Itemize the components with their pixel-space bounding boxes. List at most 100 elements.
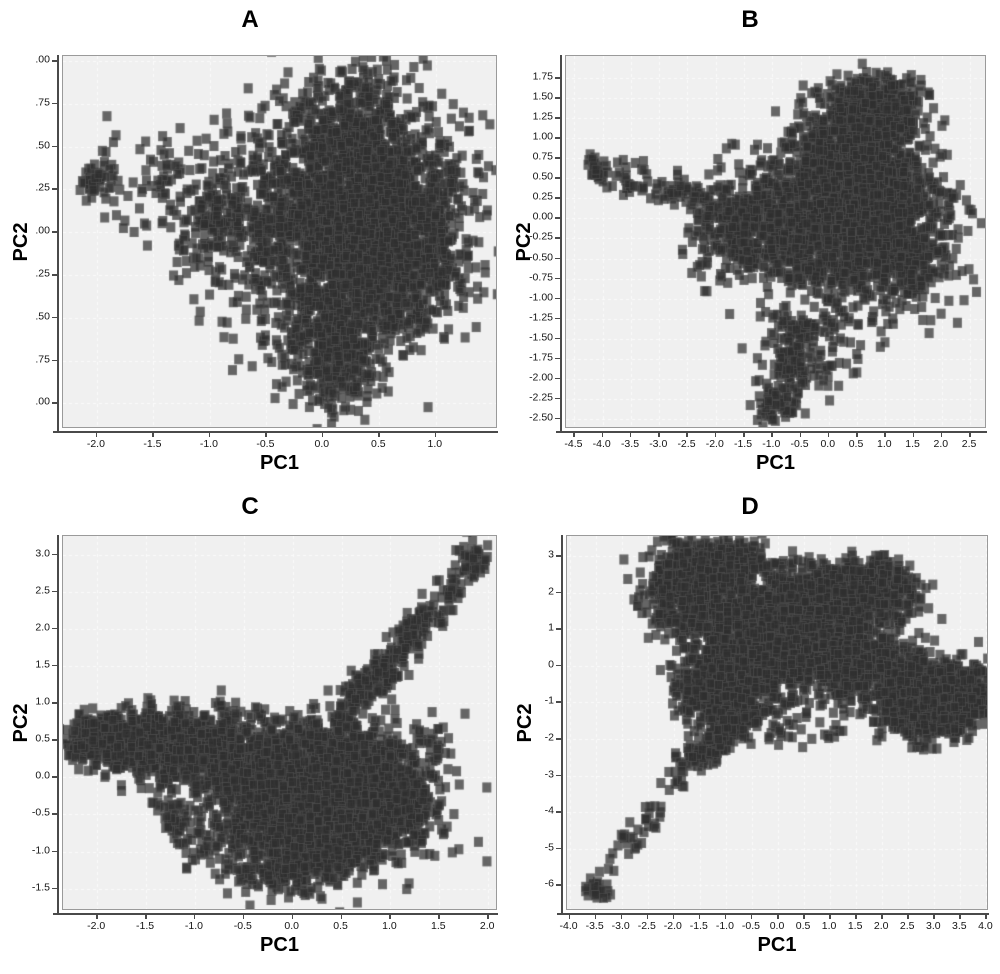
- y-tick-mark: [52, 274, 57, 276]
- y-tick-label: 1.00: [532, 130, 553, 143]
- x-tick-mark: [594, 915, 597, 919]
- x-tick-label: 2.0: [479, 920, 495, 932]
- panel-a-y-axis-label: PC2: [10, 222, 32, 261]
- y-tick-label: 2.5: [35, 584, 50, 597]
- y-tick-label: -1.25: [529, 311, 553, 324]
- y-tick-label: -2.25: [529, 391, 553, 404]
- y-tick-label: 1.50: [532, 90, 553, 103]
- panel-b-scatter-canvas: [566, 56, 985, 427]
- y-tick-mark: [52, 590, 57, 593]
- y-tick-mark: [555, 237, 560, 239]
- y-tick-label: .00: [35, 53, 50, 66]
- y-tick-label: -4: [544, 804, 554, 817]
- y-tick-label: 0.50: [532, 170, 553, 183]
- y-tick-mark: [555, 97, 560, 99]
- y-tick-mark: [555, 117, 560, 119]
- x-tick-mark: [321, 433, 324, 437]
- x-tick-label: 1.5: [847, 920, 863, 932]
- y-tick-label: -0.25: [529, 230, 553, 243]
- y-tick-label: .00: [35, 395, 50, 408]
- x-tick-label: -0.5: [256, 438, 275, 450]
- x-tick-label: -2.5: [677, 438, 696, 450]
- y-tick-mark: [555, 297, 560, 300]
- y-tick-label: -1.0: [31, 844, 50, 857]
- y-tick-mark: [556, 847, 561, 850]
- y-tick-label: .75: [35, 96, 50, 109]
- panel-a-title: A: [241, 6, 259, 33]
- panel-b-plot-area: [565, 55, 986, 428]
- y-tick-label: -0.75: [529, 271, 553, 284]
- x-tick-mark: [145, 915, 147, 919]
- panel-a: A PC2 PC1 -2.0 -1.5 -1.0 -0.5 0.0 0.5 1.0 .00 .7…: [0, 0, 500, 487]
- x-tick-mark: [743, 433, 745, 437]
- y-axis-line: [560, 55, 562, 433]
- x-tick-label: -1.5: [689, 920, 708, 932]
- y-tick-mark: [555, 337, 560, 340]
- x-tick-label: -2.0: [705, 438, 724, 450]
- y-tick-label: 1.25: [532, 110, 553, 123]
- y-tick-mark: [555, 397, 560, 400]
- x-axis-line: [53, 431, 498, 433]
- y-tick-label: -6: [544, 877, 554, 890]
- y-tick-mark: [556, 811, 561, 813]
- x-tick-mark: [378, 433, 380, 437]
- y-tick-mark: [555, 377, 560, 380]
- x-tick-mark: [672, 915, 675, 919]
- y-tick-label: .25: [35, 267, 50, 280]
- x-tick-mark: [686, 433, 688, 437]
- panel-b: B PC2 PC1 -4.5 -4.0 -3.5 -3.0 -2.5 -2.0 -1.5 -1…: [500, 0, 1000, 487]
- y-tick-label: 1.5: [35, 658, 50, 671]
- x-tick-label: 0.5: [371, 438, 386, 450]
- panel-c-scatter-canvas: [63, 536, 496, 909]
- y-tick-label: 2: [548, 585, 554, 598]
- x-tick-mark: [750, 915, 753, 919]
- x-tick-label: 3.5: [952, 920, 967, 932]
- panel-d-scatter-canvas: [567, 536, 987, 909]
- y-tick-mark: [556, 591, 561, 594]
- y-tick-label: 2.0: [35, 621, 50, 634]
- x-tick-label: -3.0: [611, 920, 630, 932]
- y-axis-line: [561, 535, 563, 915]
- x-tick-mark: [855, 915, 857, 919]
- x-tick-label: -1.5: [733, 438, 753, 450]
- y-tick-label: -2.50: [529, 411, 553, 424]
- x-tick-mark: [646, 915, 649, 919]
- panel-d: D PC2 PC1 -4.0 -3.5 -3.0 -2.5 -2.0 -1.5 -1.0 -0…: [500, 487, 1000, 974]
- y-tick-mark: [556, 701, 561, 703]
- x-tick-label: 1.0: [821, 920, 837, 932]
- x-tick-mark: [799, 433, 802, 437]
- x-tick-label: 0.0: [769, 920, 785, 932]
- y-tick-mark: [555, 317, 560, 320]
- y-tick-mark: [52, 359, 57, 362]
- x-tick-label: 1.0: [427, 438, 443, 450]
- x-tick-label: 4.0: [978, 920, 993, 932]
- x-tick-label: 1.5: [905, 438, 920, 450]
- y-tick-mark: [52, 850, 57, 853]
- panel-d-x-axis-label: PC1: [757, 934, 797, 956]
- x-tick-label: 0.5: [848, 438, 864, 450]
- x-tick-mark: [487, 915, 489, 919]
- x-tick-mark: [96, 915, 98, 919]
- panel-a-x-axis-label: PC1: [260, 452, 299, 474]
- y-tick-label: -1.50: [529, 331, 553, 344]
- panel-d-plot-area: [566, 535, 988, 910]
- x-tick-mark: [881, 915, 883, 919]
- x-tick-label: -2.5: [637, 920, 656, 932]
- x-tick-mark: [658, 433, 660, 437]
- x-tick-mark: [629, 433, 632, 437]
- x-tick-mark: [95, 433, 98, 437]
- x-tick-label: 0.0: [820, 438, 836, 450]
- x-tick-mark: [985, 915, 987, 919]
- x-tick-label: -1.0: [715, 920, 734, 932]
- x-tick-label: -4.5: [564, 438, 583, 450]
- panel-c-y-axis-label: PC2: [10, 703, 32, 742]
- panel-b-x-axis-label: PC1: [756, 452, 795, 474]
- x-tick-mark: [933, 915, 935, 919]
- x-tick-label: -1.5: [136, 920, 155, 932]
- y-tick-mark: [555, 417, 560, 420]
- y-tick-label: -0.50: [529, 251, 553, 263]
- y-tick-mark: [52, 776, 57, 778]
- panel-c: C PC2 PC1 -2.0 -1.5 -1.0 -0.5 0.0 0.5 1.0 1.5 2.…: [0, 487, 500, 974]
- panel-c-plot-area: [62, 535, 497, 910]
- y-tick-label: .50: [35, 310, 50, 323]
